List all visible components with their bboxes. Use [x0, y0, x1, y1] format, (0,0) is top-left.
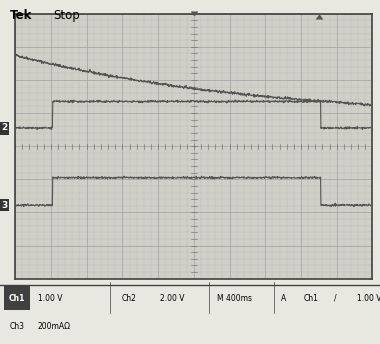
Text: 2: 2: [2, 123, 8, 132]
Text: Ch2: Ch2: [122, 294, 136, 303]
Text: Ch3: Ch3: [10, 322, 25, 331]
FancyBboxPatch shape: [4, 287, 30, 310]
Text: 200mAΩ: 200mAΩ: [38, 322, 71, 331]
Text: 2.00 V: 2.00 V: [160, 294, 184, 303]
Text: 1: 1: [2, 125, 8, 134]
Text: A: A: [281, 294, 287, 303]
Text: M 400ms: M 400ms: [217, 294, 252, 303]
Text: /: /: [334, 294, 337, 303]
Text: Stop: Stop: [53, 9, 80, 22]
Text: Tek: Tek: [10, 9, 32, 22]
Text: 3: 3: [2, 201, 8, 209]
Text: Ch1: Ch1: [304, 294, 319, 303]
Text: 1.00 V: 1.00 V: [38, 294, 62, 303]
Text: Ch1: Ch1: [9, 294, 25, 303]
Text: 1.00 V: 1.00 V: [357, 294, 380, 303]
